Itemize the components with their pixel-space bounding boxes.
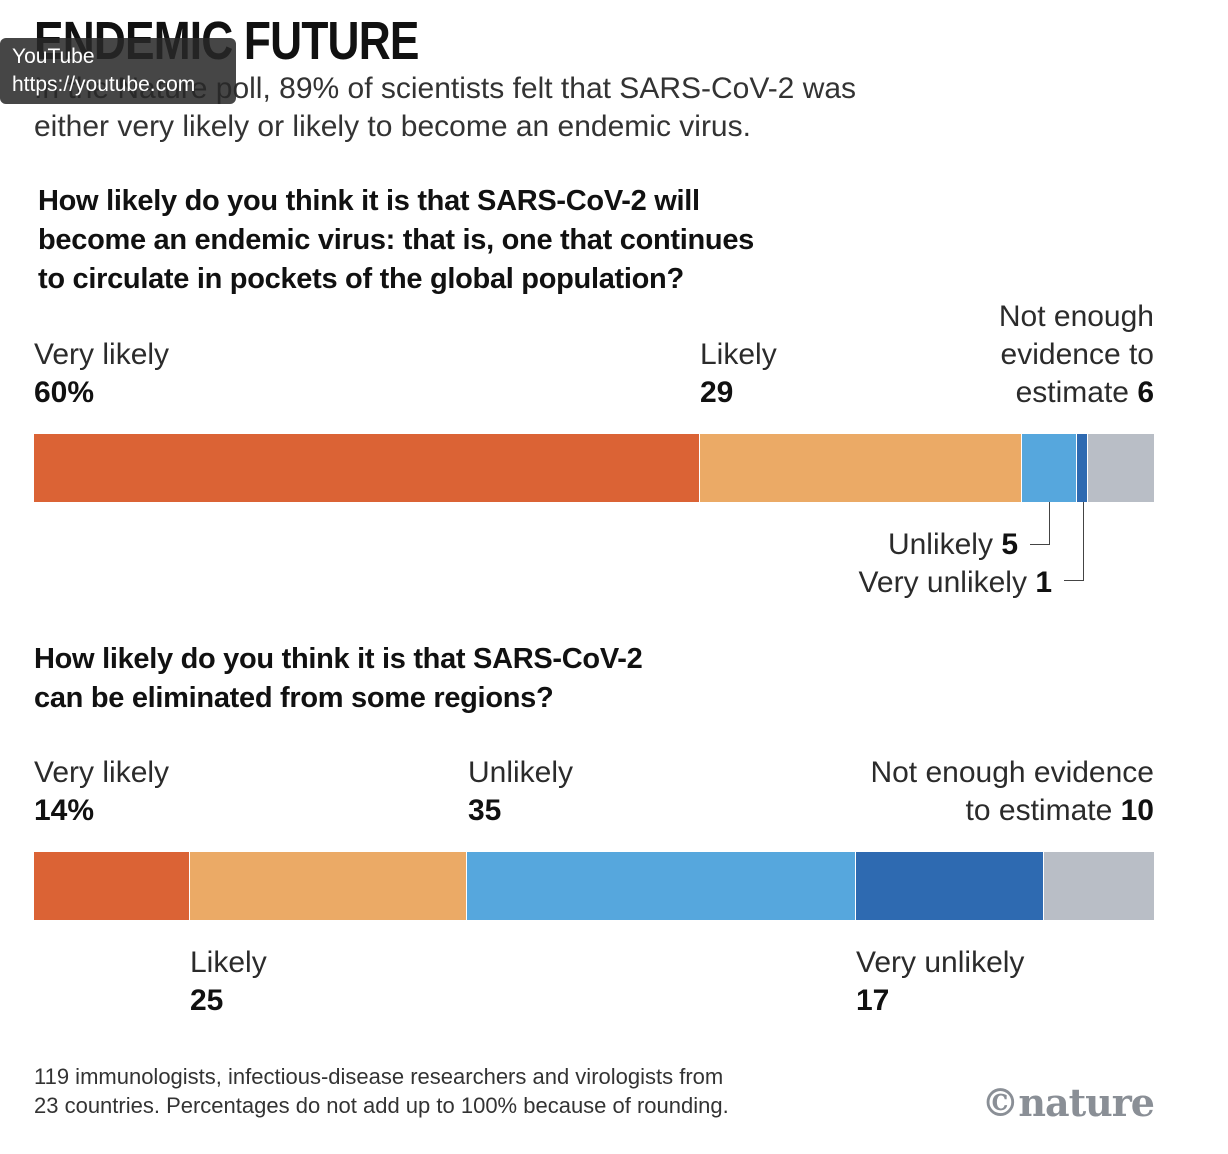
chart1-label-very-unlikely: Very unlikely 1 — [859, 564, 1052, 602]
label-value: 60% — [34, 376, 95, 409]
label-text: Very unlikely — [856, 946, 1025, 979]
youtube-link-badge[interactable]: YouTube https://youtube.com — [0, 38, 236, 104]
chart1-label-very-likely: Very likely 60% — [34, 336, 169, 412]
bar-segment-likely — [189, 852, 467, 920]
chart1-question-line: How likely do you think it is that SARS-… — [38, 185, 700, 217]
label-text: Very unlikely — [858, 566, 1027, 599]
label-text: evidence to — [1000, 338, 1154, 371]
label-value: 35 — [468, 794, 502, 827]
intro-line-2: either very likely or likely to become a… — [34, 110, 751, 143]
bar-segment-very-likely — [34, 434, 700, 502]
bar-segment-likely — [699, 434, 1021, 502]
label-value: 14% — [34, 794, 95, 827]
unlikely-connector-line — [1030, 502, 1050, 545]
label-text: Unlikely — [468, 756, 574, 789]
label-text: Likely — [700, 338, 777, 371]
nature-logo: ©nature — [981, 1080, 1155, 1125]
label-text: estimate — [1015, 376, 1129, 409]
bar-segment-very-likely — [34, 852, 190, 920]
chart2-question-line: can be eliminated from some regions? — [34, 682, 554, 714]
chart1-label-likely: Likely 29 — [700, 336, 777, 412]
youtube-badge-name: YouTube — [12, 45, 95, 68]
very-unlikely-connector-line — [1064, 502, 1084, 581]
bar-segment-not-enough-evidence-to-estimate — [1043, 852, 1154, 920]
footnote-line-2: 23 countries. Percentages do not add up … — [34, 1093, 729, 1118]
chart2-question: How likely do you think it is that SARS-… — [34, 640, 643, 718]
label-text: Very likely — [34, 756, 170, 789]
chart1-question: How likely do you think it is that SARS-… — [38, 182, 754, 299]
bar-segment-not-enough-evidence-to-estimate — [1087, 434, 1154, 502]
label-value: 25 — [190, 984, 224, 1017]
chart2-bar — [34, 852, 1154, 920]
chart2-label-likely: Likely 25 — [190, 944, 267, 1020]
label-value: 10 — [1120, 794, 1154, 827]
chart1-question-line: become an endemic virus: that is, one th… — [38, 224, 754, 256]
bar-segment-very-unlikely — [1076, 434, 1088, 502]
footnote-line-1: 119 immunologists, infectious-disease re… — [34, 1064, 724, 1089]
bar-segment-unlikely — [1020, 434, 1077, 502]
chart1-bar — [34, 434, 1154, 502]
label-value: 17 — [856, 984, 890, 1017]
bar-segment-unlikely — [466, 852, 855, 920]
label-value: 6 — [1137, 376, 1154, 409]
label-value: 1 — [1035, 566, 1052, 599]
chart2-label-very-unlikely: Very unlikely 17 — [856, 944, 1024, 1020]
label-text: Unlikely — [887, 528, 993, 561]
label-value: 29 — [700, 376, 734, 409]
label-text: Not enough evidence — [870, 756, 1154, 789]
label-value: 5 — [1001, 528, 1018, 561]
footnote: 119 immunologists, infectious-disease re… — [34, 1062, 729, 1120]
youtube-badge-url: https://youtube.com — [12, 73, 196, 96]
label-text: to estimate — [965, 794, 1113, 827]
chart2-question-line: How likely do you think it is that SARS-… — [34, 643, 643, 675]
chart2-label-not-enough: Not enough evidence to estimate 10 — [870, 754, 1154, 830]
label-text: Not enough — [998, 300, 1154, 333]
chart1-label-not-enough: Not enough evidence to estimate 6 — [999, 298, 1154, 412]
chart2-label-unlikely: Unlikely 35 — [468, 754, 573, 830]
label-text: Likely — [190, 946, 267, 979]
chart2-label-very-likely: Very likely 14% — [34, 754, 169, 830]
bar-segment-very-unlikely — [854, 852, 1044, 920]
chart1-question-line: to circulate in pockets of the global po… — [38, 263, 684, 295]
chart1-label-unlikely: Unlikely 5 — [888, 526, 1018, 564]
label-text: Very likely — [34, 338, 170, 371]
